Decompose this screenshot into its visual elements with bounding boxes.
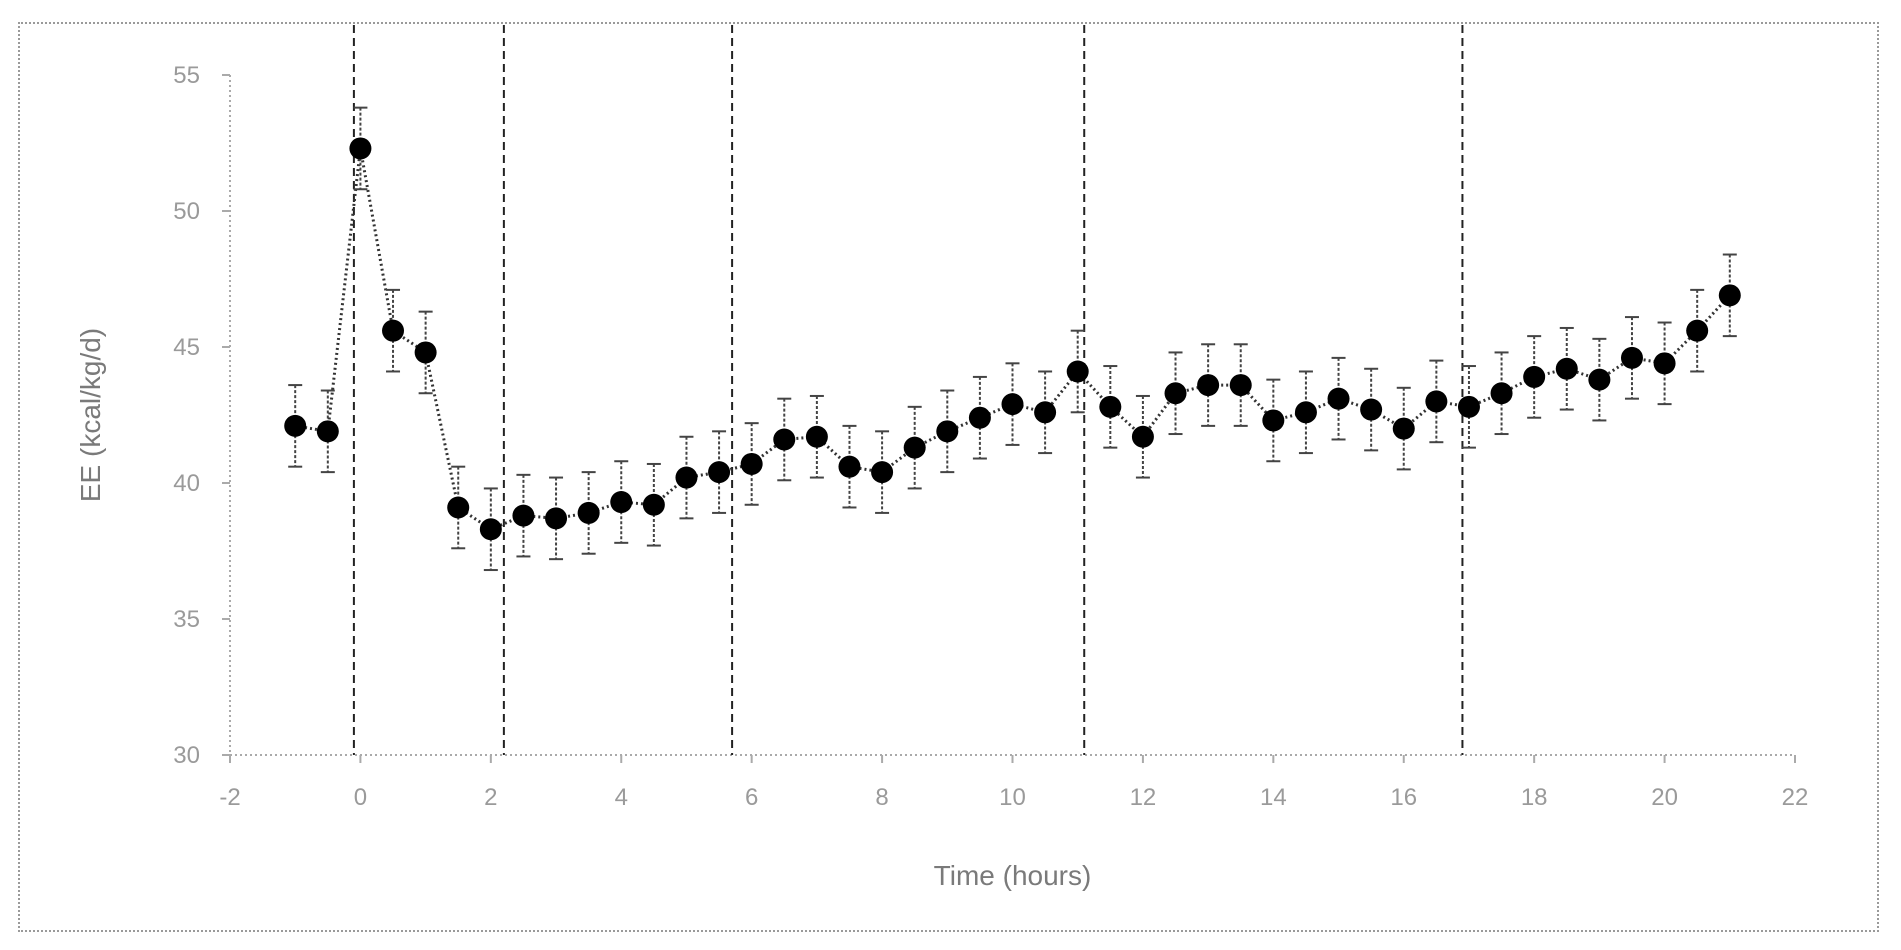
x-tick-label: 14 (1260, 784, 1287, 811)
x-tick-label: 0 (354, 784, 367, 811)
data-point (1523, 365, 1546, 388)
data-point (936, 420, 959, 443)
series-line (294, 148, 1731, 531)
data-point (447, 496, 470, 519)
data-point (1197, 374, 1220, 397)
data-point (545, 507, 568, 530)
data-point (642, 493, 665, 516)
y-tick-label: 55 (173, 62, 200, 89)
data-point (382, 319, 405, 342)
data-point (610, 491, 633, 514)
vertical-lines-layer (352, 25, 1464, 755)
data-point (1131, 425, 1154, 448)
data-point (1294, 401, 1317, 424)
data-point (1099, 395, 1122, 418)
data-point (349, 137, 372, 160)
axes-layer: 30 35 40 45 50 55 -2 0 2 4 6 8 10 12 14 16 18 20 22 (173, 62, 1808, 811)
x-tick-label: -2 (219, 784, 240, 811)
data-point (512, 504, 535, 527)
x-tick-label: 12 (1130, 784, 1157, 811)
x-tick-label: 4 (615, 784, 628, 811)
y-tick-label: 30 (173, 742, 200, 769)
data-point (1034, 401, 1057, 424)
data-point (316, 420, 339, 443)
x-tick-label: 2 (484, 784, 497, 811)
data-point (1066, 360, 1089, 383)
data-point (577, 501, 600, 524)
x-tick-label: 20 (1651, 784, 1678, 811)
y-tick-label: 50 (173, 198, 200, 225)
x-tick-label: 16 (1390, 784, 1417, 811)
data-point (284, 414, 307, 437)
data-point (479, 518, 502, 541)
data-point (1490, 382, 1513, 405)
data-point (1457, 395, 1480, 418)
data-point (773, 428, 796, 451)
data-point (414, 341, 437, 364)
data-point (1718, 284, 1741, 307)
data-point (740, 452, 763, 475)
data-point (1360, 398, 1383, 421)
data-point (903, 436, 926, 459)
y-tick-label: 40 (173, 470, 200, 497)
series-layer (284, 106, 1741, 572)
x-tick-label: 6 (745, 784, 758, 811)
data-point (968, 406, 991, 429)
x-tick-label: 8 (875, 784, 888, 811)
data-point (805, 425, 828, 448)
data-point (1425, 390, 1448, 413)
data-point (1653, 352, 1676, 375)
data-point (1164, 382, 1187, 405)
x-axis-title: Time (hours) (934, 860, 1092, 891)
data-point (708, 461, 731, 484)
data-point (1555, 357, 1578, 380)
x-tick-label: 10 (999, 784, 1026, 811)
y-tick-label: 45 (173, 334, 200, 361)
data-point (1588, 368, 1611, 391)
data-point (1620, 346, 1643, 369)
data-point (1229, 374, 1252, 397)
chart-frame (18, 22, 1879, 932)
data-point (871, 461, 894, 484)
data-point (1262, 409, 1285, 432)
data-point (1327, 387, 1350, 410)
data-point (1001, 393, 1024, 416)
x-tick-label: 22 (1782, 784, 1809, 811)
y-axis-title: EE (kcal/kg/d) (75, 328, 106, 502)
data-point (675, 466, 698, 489)
data-point (1686, 319, 1709, 342)
data-point (838, 455, 861, 478)
data-point (1392, 417, 1415, 440)
x-tick-label: 18 (1521, 784, 1548, 811)
y-tick-label: 35 (173, 606, 200, 633)
